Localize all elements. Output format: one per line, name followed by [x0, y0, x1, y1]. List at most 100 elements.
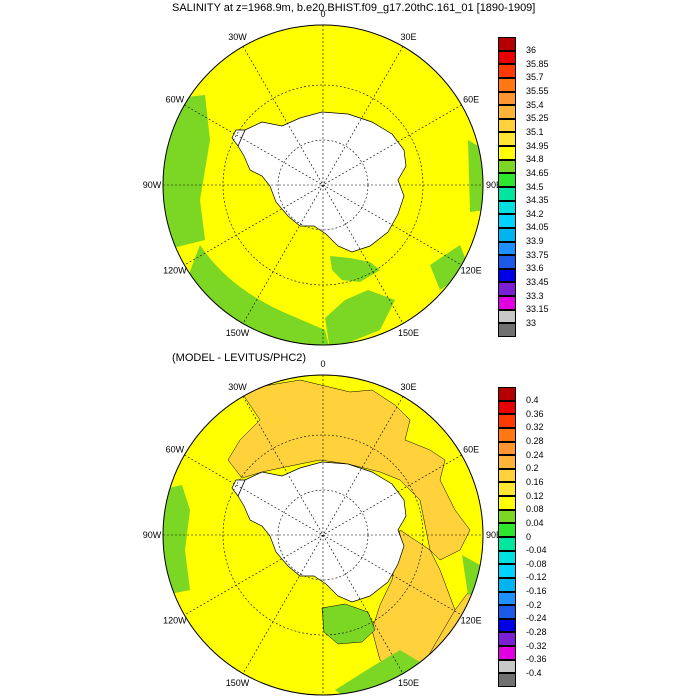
colorbar-cell — [498, 577, 516, 592]
colorbar-cell — [498, 50, 516, 65]
colorbar-cell — [498, 387, 516, 401]
colorbar-cell — [498, 468, 516, 483]
green-region-west — [163, 485, 190, 595]
colorbar-cell — [498, 550, 516, 565]
lon-label: 30E — [400, 382, 416, 392]
colorbar-cell — [498, 64, 516, 78]
orange-region-north — [227, 379, 471, 561]
colorbar-cell — [498, 537, 516, 551]
lon-label: 120E — [461, 616, 482, 626]
lon-label: 150W — [226, 328, 250, 338]
colorbar-tick-label: -0.2 — [526, 599, 542, 610]
colorbar-cell — [498, 591, 516, 606]
lon-label: 60E — [463, 445, 479, 455]
lon-label: 120E — [461, 266, 482, 276]
lon-label: 30W — [228, 32, 247, 42]
colorbar-difference: -0.4 -0.36 -0.32 -0.28 -0.24 -0.2 -0.16 -0.12 -0… — [498, 387, 578, 687]
colorbar-tick-label: 0.08 — [526, 504, 544, 515]
lon-label: 90E — [486, 180, 502, 190]
colorbar-cell — [498, 146, 516, 160]
colorbar-cell — [498, 427, 516, 442]
colorbar-cell — [498, 309, 516, 324]
difference-map: 030E60E90E120E150E180150W120W90W60W30W — [143, 359, 502, 696]
colorbar-cell — [498, 496, 516, 510]
colorbar-cell — [498, 400, 516, 415]
colorbar-cell — [498, 441, 516, 456]
colorbar-cell — [498, 282, 516, 297]
colorbar-tick-label: 34.35 — [526, 195, 549, 206]
colorbar-tick-label: 33.15 — [526, 304, 549, 315]
colorbar-tick-label: 35.85 — [526, 58, 549, 69]
colorbar-cell — [498, 523, 516, 537]
lon-label: 90W — [143, 180, 162, 190]
antarctic-peninsula — [231, 129, 246, 147]
colorbar-tick-label: 0.2 — [526, 463, 539, 474]
colorbar-tick-label: 0.32 — [526, 422, 544, 433]
lon-label: 0 — [320, 359, 325, 369]
colorbar-cell — [498, 200, 516, 215]
lon-label: 30E — [400, 32, 416, 42]
colorbar-tick-label: 0.16 — [526, 476, 544, 487]
colorbar-cell — [498, 618, 516, 633]
colorbar-cell — [498, 414, 516, 428]
colorbar-tick-label: 35.4 — [526, 99, 544, 110]
colorbar-tick-label: 0.24 — [526, 449, 544, 460]
colorbar-tick-label: 35.7 — [526, 72, 544, 83]
colorbar-cell — [498, 187, 516, 201]
lon-label: 60E — [463, 95, 479, 105]
colorbar-tick-label: -0.16 — [526, 586, 547, 597]
lon-label: 60W — [166, 445, 185, 455]
colorbar-salinity: 33 33.15 33.3 33.45 33.6 33.75 33.9 34.05 34.2 34… — [498, 37, 578, 337]
colorbar-tick-label: 35.55 — [526, 86, 549, 97]
green-region-west — [163, 95, 210, 250]
colorbar-cell — [498, 214, 516, 228]
colorbar-tick-label: -0.04 — [526, 545, 547, 556]
colorbar-cell — [498, 632, 516, 647]
colorbar-tick-label: 0.28 — [526, 436, 544, 447]
colorbar-tick-label: -0.24 — [526, 613, 547, 624]
colorbar-tick-label: 0 — [526, 531, 532, 542]
colorbar-cell — [498, 482, 516, 497]
colorbar-tick-label: 33.6 — [526, 263, 544, 274]
lon-label: 90W — [143, 530, 162, 540]
colorbar-tick-label: 0.04 — [526, 517, 544, 528]
colorbar-tick-label: 0.12 — [526, 490, 544, 501]
colorbar-tick-label: 34.8 — [526, 154, 544, 165]
colorbar-cell — [498, 673, 516, 687]
colorbar-cell — [498, 455, 516, 469]
colorbar-tick-label: 36 — [526, 45, 537, 56]
colorbar-tick-label: 33.45 — [526, 276, 549, 287]
colorbar-tick-label: 35.1 — [526, 126, 544, 137]
colorbar-cell — [498, 227, 516, 242]
lon-label: 0 — [320, 9, 325, 19]
lon-label: 120W — [163, 266, 187, 276]
colorbar-tick-label: 33.9 — [526, 236, 544, 247]
colorbar-cell — [498, 323, 516, 337]
colorbar-tick-label: 34.5 — [526, 181, 544, 192]
colorbar-tick-label: -0.08 — [526, 558, 547, 569]
colorbar-tick-label: 34.65 — [526, 167, 549, 178]
colorbar-tick-label: 34.2 — [526, 208, 544, 219]
colorbar-cell — [498, 296, 516, 310]
colorbar-cell — [498, 77, 516, 92]
colorbar-tick-label: 33.75 — [526, 249, 549, 260]
colorbar-tick-label: 0.36 — [526, 408, 544, 419]
lon-label: 150E — [398, 328, 419, 338]
salinity-map: 030E60E90E120E150E180150W120W90W60W30W — [143, 9, 502, 346]
colorbar-cell — [498, 659, 516, 674]
antarctic-peninsula — [231, 479, 246, 497]
lon-label: 120W — [163, 616, 187, 626]
colorbar-tick-label: -0.12 — [526, 572, 547, 583]
colorbar-cell — [498, 132, 516, 147]
colorbar-tick-label: 34.95 — [526, 140, 549, 151]
lon-label: 90E — [486, 530, 502, 540]
panel1-title: SALINITY at z=1968.9m, b.e20.BHIST.f09_g… — [172, 2, 536, 14]
panel2-title: (MODEL - LEVITUS/PHC2) — [172, 352, 307, 364]
colorbar-cell — [498, 105, 516, 119]
colorbar-tick-label: -0.36 — [526, 654, 547, 665]
colorbar-cell — [498, 509, 516, 524]
colorbar-cell — [498, 646, 516, 660]
lon-label: 30W — [228, 382, 247, 392]
colorbar-tick-label: 33.3 — [526, 290, 544, 301]
colorbar-cell — [498, 159, 516, 174]
